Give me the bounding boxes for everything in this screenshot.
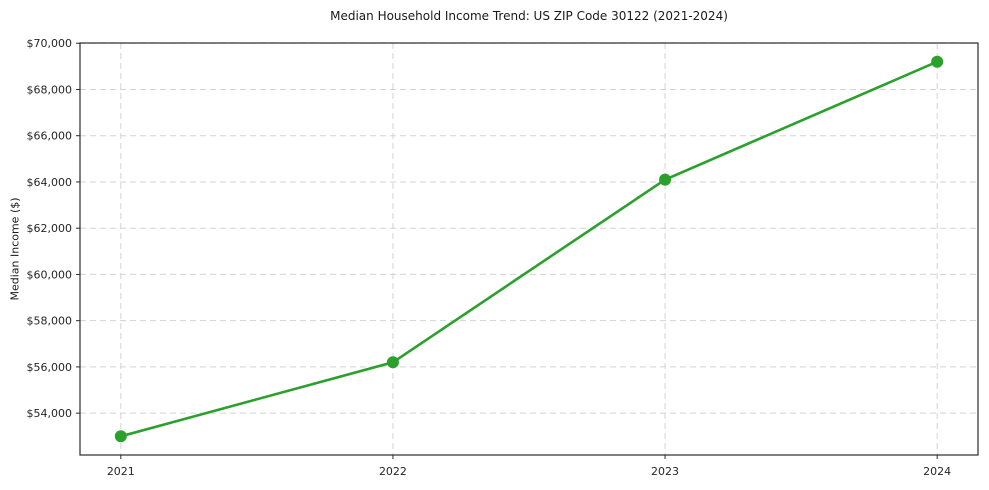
y-tick-labels: $54,000 $56,000 $58,000 $60,000 $62,000 $64,0…: [27, 37, 73, 420]
trend-line: [119, 60, 939, 438]
svg-text:2022: 2022: [379, 465, 407, 478]
axis-ticks: [76, 42, 938, 459]
svg-text:2024: 2024: [923, 465, 951, 478]
data-points: [114, 55, 944, 443]
svg-text:$64,000: $64,000: [27, 176, 73, 189]
plot-border: [79, 42, 979, 456]
y-axis-label: Median Income ($): [8, 197, 22, 301]
svg-text:$58,000: $58,000: [27, 315, 73, 328]
data-point-marker: [659, 173, 672, 186]
x-tick-labels: 2021 2022 2023 2024: [107, 465, 951, 478]
svg-text:2021: 2021: [107, 465, 135, 478]
svg-text:$62,000: $62,000: [27, 222, 73, 235]
chart-title: Median Household Income Trend: US ZIP Co…: [330, 9, 728, 23]
data-point-marker: [931, 55, 944, 68]
data-point-marker: [114, 430, 127, 443]
svg-text:$60,000: $60,000: [27, 268, 73, 281]
svg-text:$56,000: $56,000: [27, 361, 73, 374]
svg-text:$66,000: $66,000: [27, 130, 73, 143]
svg-text:$54,000: $54,000: [27, 407, 73, 420]
data-point-marker: [386, 356, 399, 369]
svg-text:2023: 2023: [651, 465, 679, 478]
svg-text:$68,000: $68,000: [27, 83, 73, 96]
grid-lines: [80, 42, 978, 455]
svg-text:$70,000: $70,000: [27, 37, 73, 50]
